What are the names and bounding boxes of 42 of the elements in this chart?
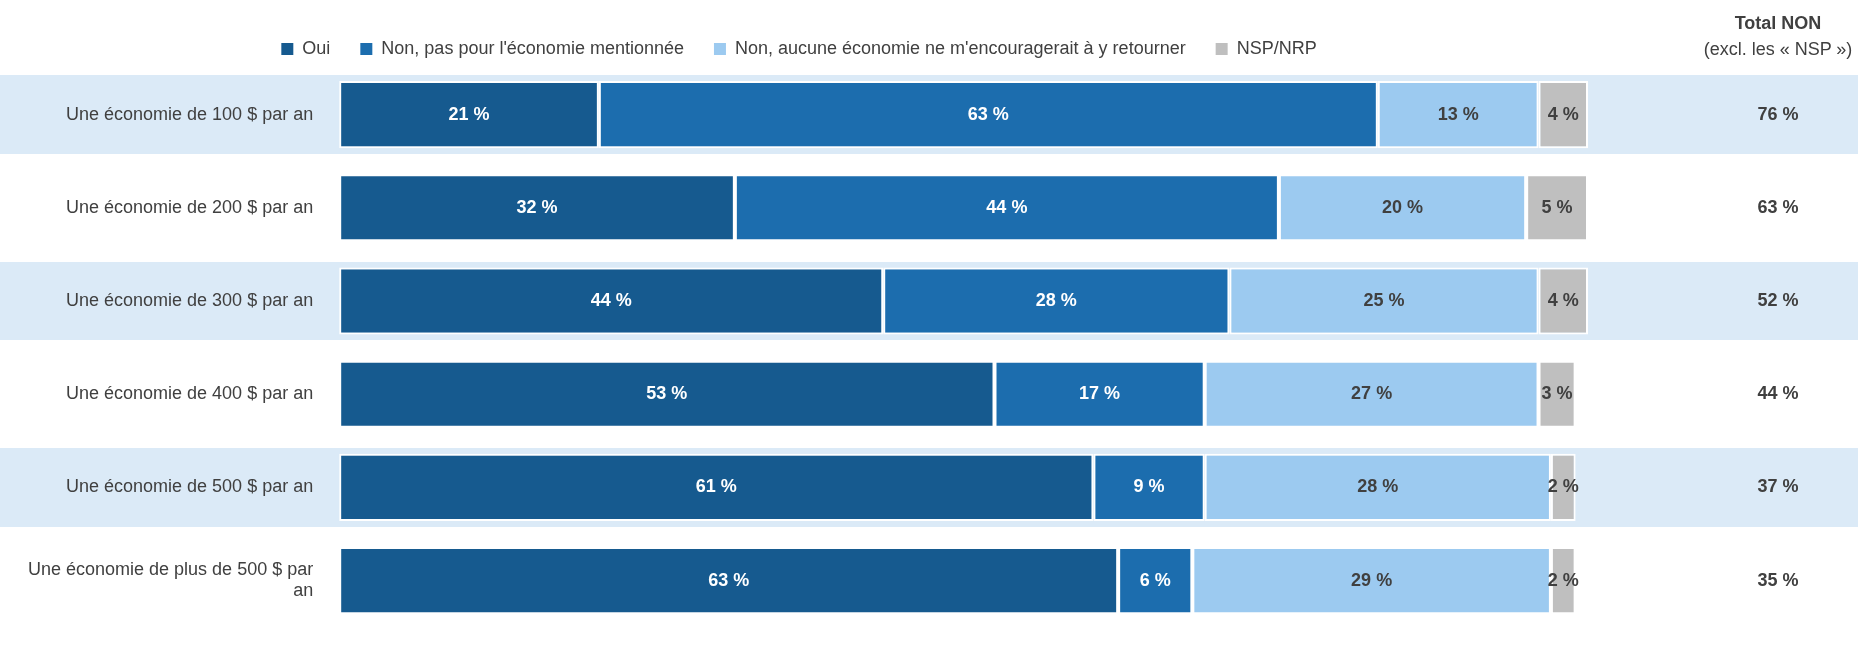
- data-label: 2 %: [1547, 569, 1579, 590]
- y-tick-label: Une économie de 100 $ par an: [66, 103, 314, 124]
- data-label: 44 %: [590, 289, 632, 310]
- data-label: 2 %: [1547, 476, 1579, 497]
- data-label: 29 %: [1351, 569, 1393, 590]
- text: 44 %: [1757, 383, 1799, 404]
- data-label: 9 %: [1133, 476, 1165, 497]
- legend-label: Oui: [302, 37, 331, 58]
- data-label: 21 %: [448, 103, 490, 124]
- text: 63 %: [1757, 196, 1799, 217]
- text: (excl. les « NSP »): [1703, 38, 1853, 59]
- text: 76 %: [1757, 103, 1799, 124]
- text: Total NON: [1734, 12, 1822, 33]
- y-tick-label: Une économie de 500 $ par an: [66, 476, 314, 497]
- data-label: 6 %: [1139, 569, 1171, 590]
- data-label: 27 %: [1351, 383, 1393, 404]
- data-label: 63 %: [967, 103, 1009, 124]
- data-label: 61 %: [695, 476, 737, 497]
- data-label: 53 %: [646, 383, 688, 404]
- data-label: 4 %: [1547, 103, 1579, 124]
- data-label: 63 %: [708, 569, 750, 590]
- text: 37 %: [1757, 476, 1799, 497]
- y-tick-label: Une économie de 400 $ par an: [66, 383, 314, 404]
- legend-label: NSP/NRP: [1236, 37, 1317, 58]
- data-label: 4 %: [1547, 289, 1579, 310]
- text: 52 %: [1757, 289, 1799, 310]
- y-tick-label: Une économie de 300 $ par an: [66, 289, 314, 310]
- y-tick-label: Une économie de 200 $ par an: [66, 196, 314, 217]
- data-label: 28 %: [1357, 476, 1399, 497]
- text: 35 %: [1757, 569, 1799, 590]
- data-label: 28 %: [1035, 289, 1077, 310]
- data-label: 32 %: [516, 196, 558, 217]
- data-label: 44 %: [986, 196, 1028, 217]
- data-label: 20 %: [1382, 196, 1424, 217]
- data-label: 5 %: [1541, 196, 1573, 217]
- data-label: 13 %: [1437, 103, 1479, 124]
- data-label: 25 %: [1363, 289, 1405, 310]
- data-label: 17 %: [1079, 383, 1121, 404]
- y-tick-label: Une économie de plus de 500 $ par an: [27, 558, 314, 601]
- legend-label: Non, pas pour l'économie mentionnée: [381, 37, 684, 58]
- legend-label: Non, aucune économie ne m'encouragerait à y retourner: [734, 37, 1186, 58]
- data-label: 3 %: [1541, 383, 1573, 404]
